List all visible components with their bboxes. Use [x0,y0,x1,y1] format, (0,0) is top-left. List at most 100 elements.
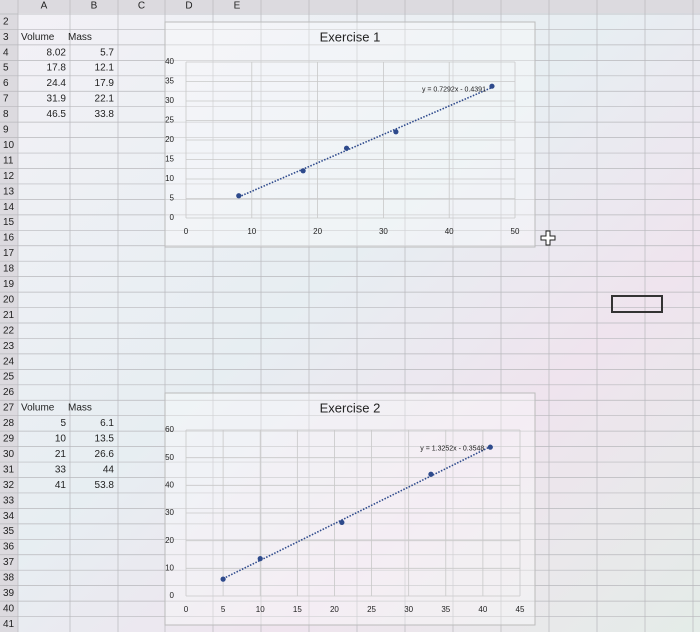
row-number: 29 [3,434,15,445]
y-tick-label: 30 [165,96,174,105]
chart-area [164,392,536,626]
column-header: A [41,1,48,12]
y-tick-label: 60 [165,425,174,434]
x-tick-label: 40 [445,227,454,236]
cell-value: 22.1 [95,94,115,105]
data-point [487,444,493,450]
y-tick-label: 20 [165,135,174,144]
row-number: 10 [3,140,15,151]
row-number: 23 [3,341,15,352]
row-number: 5 [3,63,9,74]
cell-value: 21 [55,449,67,460]
row-number: 3 [3,32,9,43]
row-number: 8 [3,109,9,120]
cell-value: 24.4 [47,78,67,89]
x-tick-label: 0 [184,227,189,236]
cell-value: 31.9 [47,94,67,105]
data-point [343,145,350,151]
row-number: 2 [3,16,9,27]
cell-value: 6.1 [100,418,114,429]
row-number: 6 [3,78,9,89]
row-number: 37 [3,557,15,568]
cell-value: 41 [55,480,67,491]
x-tick-label: 45 [516,605,525,614]
row-number: 20 [3,294,15,305]
cell-value: 33.8 [95,109,115,120]
row-number: 4 [3,47,9,58]
row-number: 41 [3,619,15,630]
row-number: 36 [3,542,15,553]
y-tick-label: 20 [165,536,174,545]
row-number: 14 [3,202,15,213]
cell-value: 46.5 [47,109,67,120]
trendline-label: y = 1.3252x - 0.3548 [420,446,484,453]
row-number: 9 [3,125,9,136]
row-number: 33 [3,495,15,506]
table-header: Mass [68,403,92,414]
x-tick-label: 50 [511,227,520,236]
row-number: 22 [3,325,15,336]
data-point [393,129,399,135]
y-tick-label: 0 [170,213,175,222]
row-number: 32 [3,480,15,491]
cell-value: 26.6 [95,449,115,460]
column-header: C [138,1,145,12]
data-point [220,576,226,582]
y-tick-label: 0 [170,591,175,600]
cell-value: 12.1 [95,63,115,74]
table-header: Volume [21,403,55,414]
chart-area [164,21,536,248]
row-number: 34 [3,511,15,522]
column-header-bar [0,0,700,13]
selected-cell[interactable] [611,295,663,313]
y-tick-label: 10 [165,563,174,572]
row-number: 39 [3,588,15,599]
x-tick-label: 30 [379,227,388,236]
column-header: E [234,1,241,12]
column-header: B [91,1,98,12]
data-point [339,519,345,526]
column-header: D [185,1,192,12]
x-tick-label: 10 [256,605,265,614]
row-number: 38 [3,573,15,584]
table-header: Mass [68,32,92,43]
data-point [236,193,242,199]
cell-value: 13.5 [95,434,115,445]
cursor-icon [540,230,556,246]
data-point [257,556,263,562]
data-point [489,83,495,89]
x-tick-label: 25 [367,605,376,614]
row-header-bar [0,0,18,632]
x-tick-label: 40 [478,605,487,614]
row-number: 25 [3,372,15,383]
y-tick-label: 5 [170,194,175,203]
y-tick-label: 35 [165,77,174,86]
table-header: Volume [21,32,55,43]
row-number: 24 [3,356,15,367]
row-number: 21 [3,310,15,321]
cell-value: 5.7 [100,47,114,58]
x-tick-label: 20 [330,605,339,614]
y-tick-label: 30 [165,508,174,517]
x-tick-label: 0 [184,605,189,614]
row-number: 16 [3,233,15,244]
row-number: 31 [3,464,15,475]
data-point [428,471,434,477]
data-point [300,168,306,174]
x-tick-label: 10 [247,227,256,236]
cell-value: 10 [55,434,67,445]
row-number: 11 [3,155,14,166]
row-number: 40 [3,603,15,614]
cell-value: 33 [55,464,67,475]
y-tick-label: 40 [165,57,174,66]
x-tick-label: 5 [221,605,226,614]
trendline-label: y = 0.7292x - 0.4391 [422,86,486,93]
row-number: 15 [3,217,15,228]
y-tick-label: 40 [165,480,174,489]
row-number: 26 [3,387,15,398]
cell-value: 44 [103,464,115,475]
row-number: 28 [3,418,15,429]
trendline [238,86,493,198]
